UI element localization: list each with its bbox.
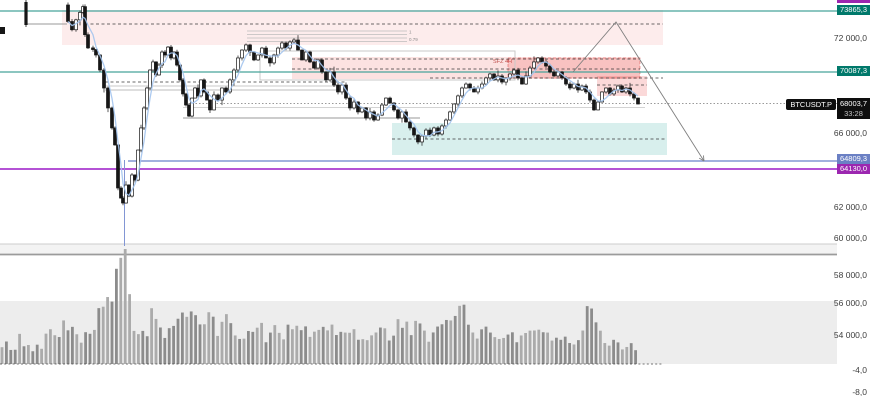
axis-label: -4,0 bbox=[852, 365, 867, 375]
fib-label: 1 bbox=[409, 30, 412, 35]
dashed-levels[interactable] bbox=[85, 23, 837, 140]
axis-label: 54 000,0 bbox=[833, 330, 867, 340]
axis-label: 66 000,0 bbox=[833, 128, 867, 138]
rectangle-drawing[interactable] bbox=[259, 50, 516, 81]
supply-zone-inner[interactable] bbox=[507, 57, 641, 79]
price-level-badge: 73865,3 bbox=[837, 5, 870, 15]
range-band bbox=[0, 243, 837, 256]
bar-countdown: 33:28 bbox=[844, 108, 863, 118]
fib-label: 0.79 bbox=[409, 37, 418, 42]
axis-label: 60 000,0 bbox=[833, 233, 867, 243]
price-level-badge: 64809,3 bbox=[837, 153, 870, 164]
projection-arrow[interactable] bbox=[572, 21, 705, 162]
zone-label: SFZ 4H bbox=[493, 59, 512, 65]
cropped-price-badge bbox=[837, 0, 870, 3]
axis-label: 72 000,0 bbox=[833, 33, 867, 43]
last-price-value: 68003,7 bbox=[839, 99, 868, 108]
axis-label: 56 000,0 bbox=[833, 298, 867, 308]
axis-label: 62 000,0 bbox=[833, 202, 867, 212]
axis-label: -8,0 bbox=[852, 387, 867, 397]
price-axis[interactable]: 72 000,0 66 000,0 62 000,0 60 000,0 58 000,0… bbox=[833, 0, 870, 400]
supply-zone-top[interactable] bbox=[62, 10, 663, 45]
candles bbox=[0, 0, 640, 206]
price-level-badge: 64130,0 bbox=[837, 163, 870, 174]
volume-bars bbox=[0, 249, 663, 365]
axis-label: 58 000,0 bbox=[833, 270, 867, 280]
moving-average-line bbox=[67, 16, 639, 197]
last-price-badge: 68003,7 33:28 bbox=[837, 98, 870, 119]
price-level-badge: 70087,3 bbox=[837, 66, 870, 76]
symbol-price-label: BTCUSDT.P bbox=[786, 99, 836, 110]
